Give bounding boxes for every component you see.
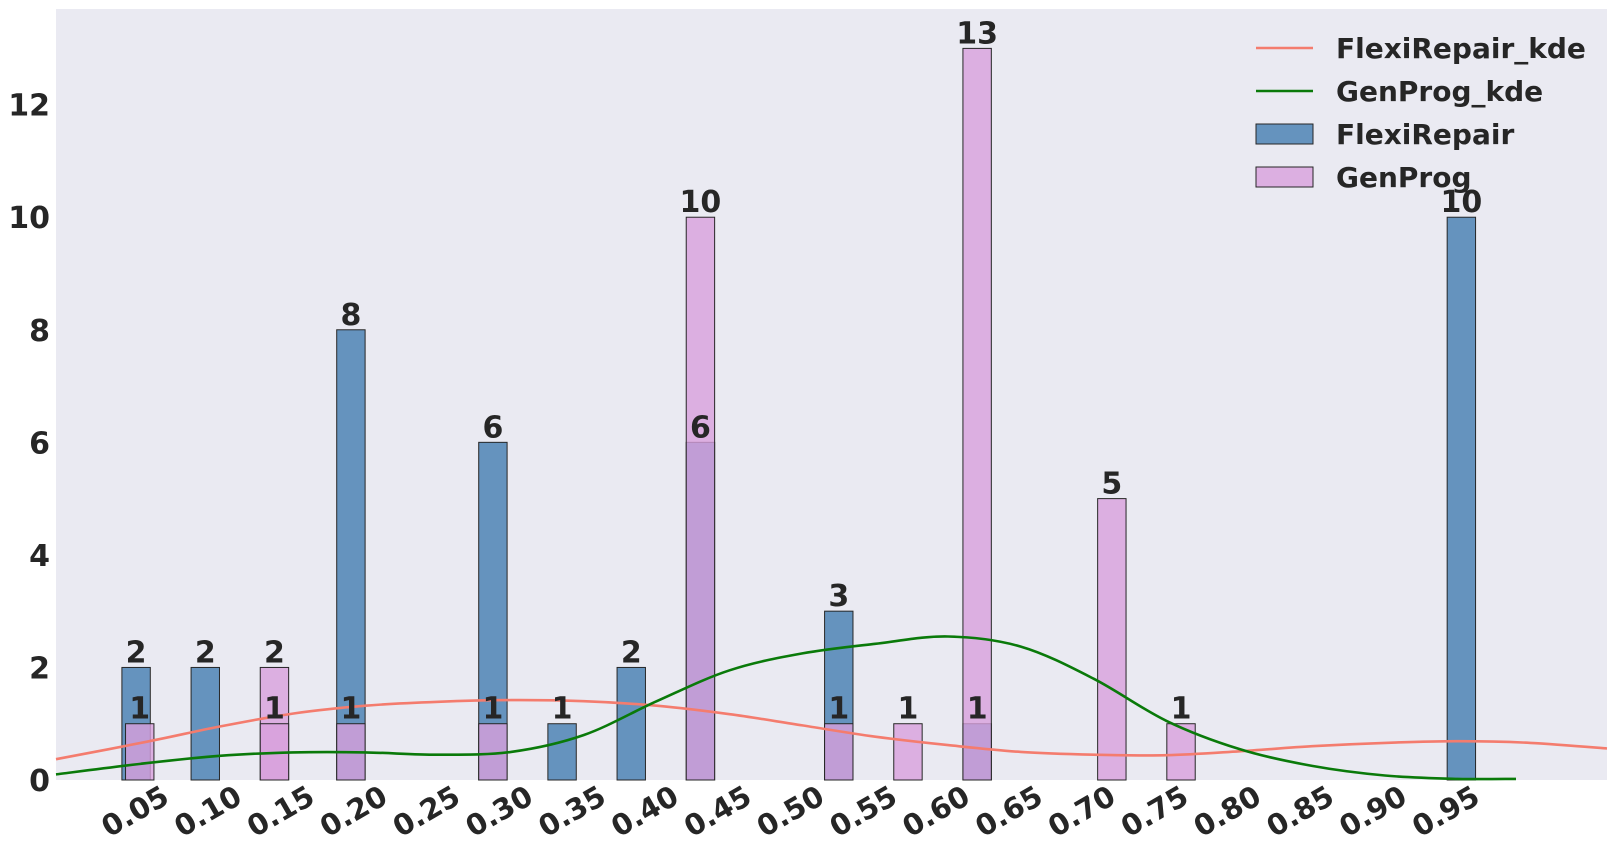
x-tick-label: 0.45 — [678, 779, 757, 844]
x-tick-label: 0.20 — [314, 779, 393, 844]
bar-value-label: 1 — [129, 692, 150, 727]
x-tick-label: 0.80 — [1188, 779, 1267, 844]
kde-lines — [55, 635, 1608, 781]
bar-flexirepair — [1446, 216, 1477, 781]
x-tick-label: 0.95 — [1406, 779, 1485, 844]
legend-label: FlexiRepair_kde — [1336, 32, 1586, 65]
bar-genprog — [125, 723, 155, 781]
bar-value-label: 6 — [690, 410, 711, 445]
y-tick-label: 0 — [29, 764, 50, 799]
x-tick-label: 0.10 — [168, 779, 247, 844]
x-tick-label: 0.25 — [387, 779, 466, 844]
bar-value-label: 6 — [482, 410, 503, 445]
bar-value-label: 2 — [126, 635, 147, 670]
bar-flexirepair — [547, 723, 577, 781]
y-tick-label: 12 — [8, 89, 50, 124]
y-tick-label: 8 — [29, 314, 50, 349]
kde-line-flexirepair-kde — [55, 698, 1608, 761]
bar-value-label: 10 — [680, 185, 722, 220]
x-tick-label: 0.65 — [969, 779, 1048, 844]
bar-value-label: 1 — [1171, 692, 1192, 727]
x-tick-label: 0.50 — [751, 779, 830, 844]
legend-label: FlexiRepair — [1336, 118, 1514, 151]
bar-value-label: 5 — [1101, 467, 1122, 502]
legend: FlexiRepair_kde GenProg_kde FlexiRepair Gen… — [1255, 32, 1586, 194]
x-tick-label: 0.70 — [1042, 779, 1121, 844]
bar-value-label: 2 — [621, 635, 642, 670]
x-tick-label: 0.60 — [897, 779, 976, 844]
bar-value-label: 2 — [195, 635, 216, 670]
bar-value-label: 1 — [264, 692, 285, 727]
y-tick-label: 10 — [8, 201, 50, 236]
bar-value-labels: 2 2 8 6 1 2 6 3 1 10 1 2 1 1 1 10 1 1 13 5 1 — [126, 16, 1483, 726]
bar-value-label: 13 — [956, 16, 998, 51]
bar-value-label: 1 — [967, 692, 988, 727]
bar-flexirepair — [616, 666, 646, 781]
x-tick-label: 0.55 — [824, 779, 903, 844]
bar-value-label: 1 — [340, 692, 361, 727]
bar-value-label: 2 — [264, 635, 285, 670]
y-tick-label: 2 — [29, 651, 50, 686]
x-axis-ticks: 0.050.100.150.200.250.300.350.400.450.50… — [96, 779, 1486, 844]
bar-value-label: 3 — [828, 579, 849, 614]
y-tick-label: 4 — [29, 539, 50, 574]
bar-genprog — [685, 216, 716, 781]
bar-value-label: 1 — [828, 692, 849, 727]
bar-value-label: 10 — [1440, 185, 1482, 220]
x-tick-label: 0.75 — [1115, 779, 1194, 844]
bar-value-label: 1 — [898, 692, 919, 727]
y-tick-label: 6 — [29, 426, 50, 461]
x-tick-label: 0.40 — [605, 779, 684, 844]
bar-value-label: 1 — [552, 692, 573, 727]
x-tick-label: 0.15 — [241, 779, 320, 844]
bar-genprog — [1097, 498, 1127, 781]
bar-value-label: 1 — [482, 692, 503, 727]
y-axis-ticks: 0 2 4 6 8 10 12 — [8, 89, 50, 799]
legend-label: GenProg — [1336, 161, 1472, 194]
x-tick-label: 0.90 — [1333, 779, 1412, 844]
bar-genprog — [962, 47, 992, 781]
bar-genprog — [893, 723, 923, 781]
bar-genprog — [1166, 723, 1196, 781]
kde-line-genprog-kde — [55, 635, 1517, 781]
bar-value-label: 8 — [340, 298, 361, 333]
bar-flexirepair — [190, 666, 220, 781]
legend-patch-swatch — [1255, 123, 1314, 145]
x-tick-label: 0.85 — [1261, 779, 1340, 844]
legend-label: GenProg_kde — [1336, 75, 1543, 108]
x-tick-label: 0.30 — [460, 779, 539, 844]
x-tick-label: 0.05 — [96, 779, 175, 844]
legend-patch-swatch — [1255, 166, 1314, 188]
x-tick-label: 0.35 — [532, 779, 611, 844]
